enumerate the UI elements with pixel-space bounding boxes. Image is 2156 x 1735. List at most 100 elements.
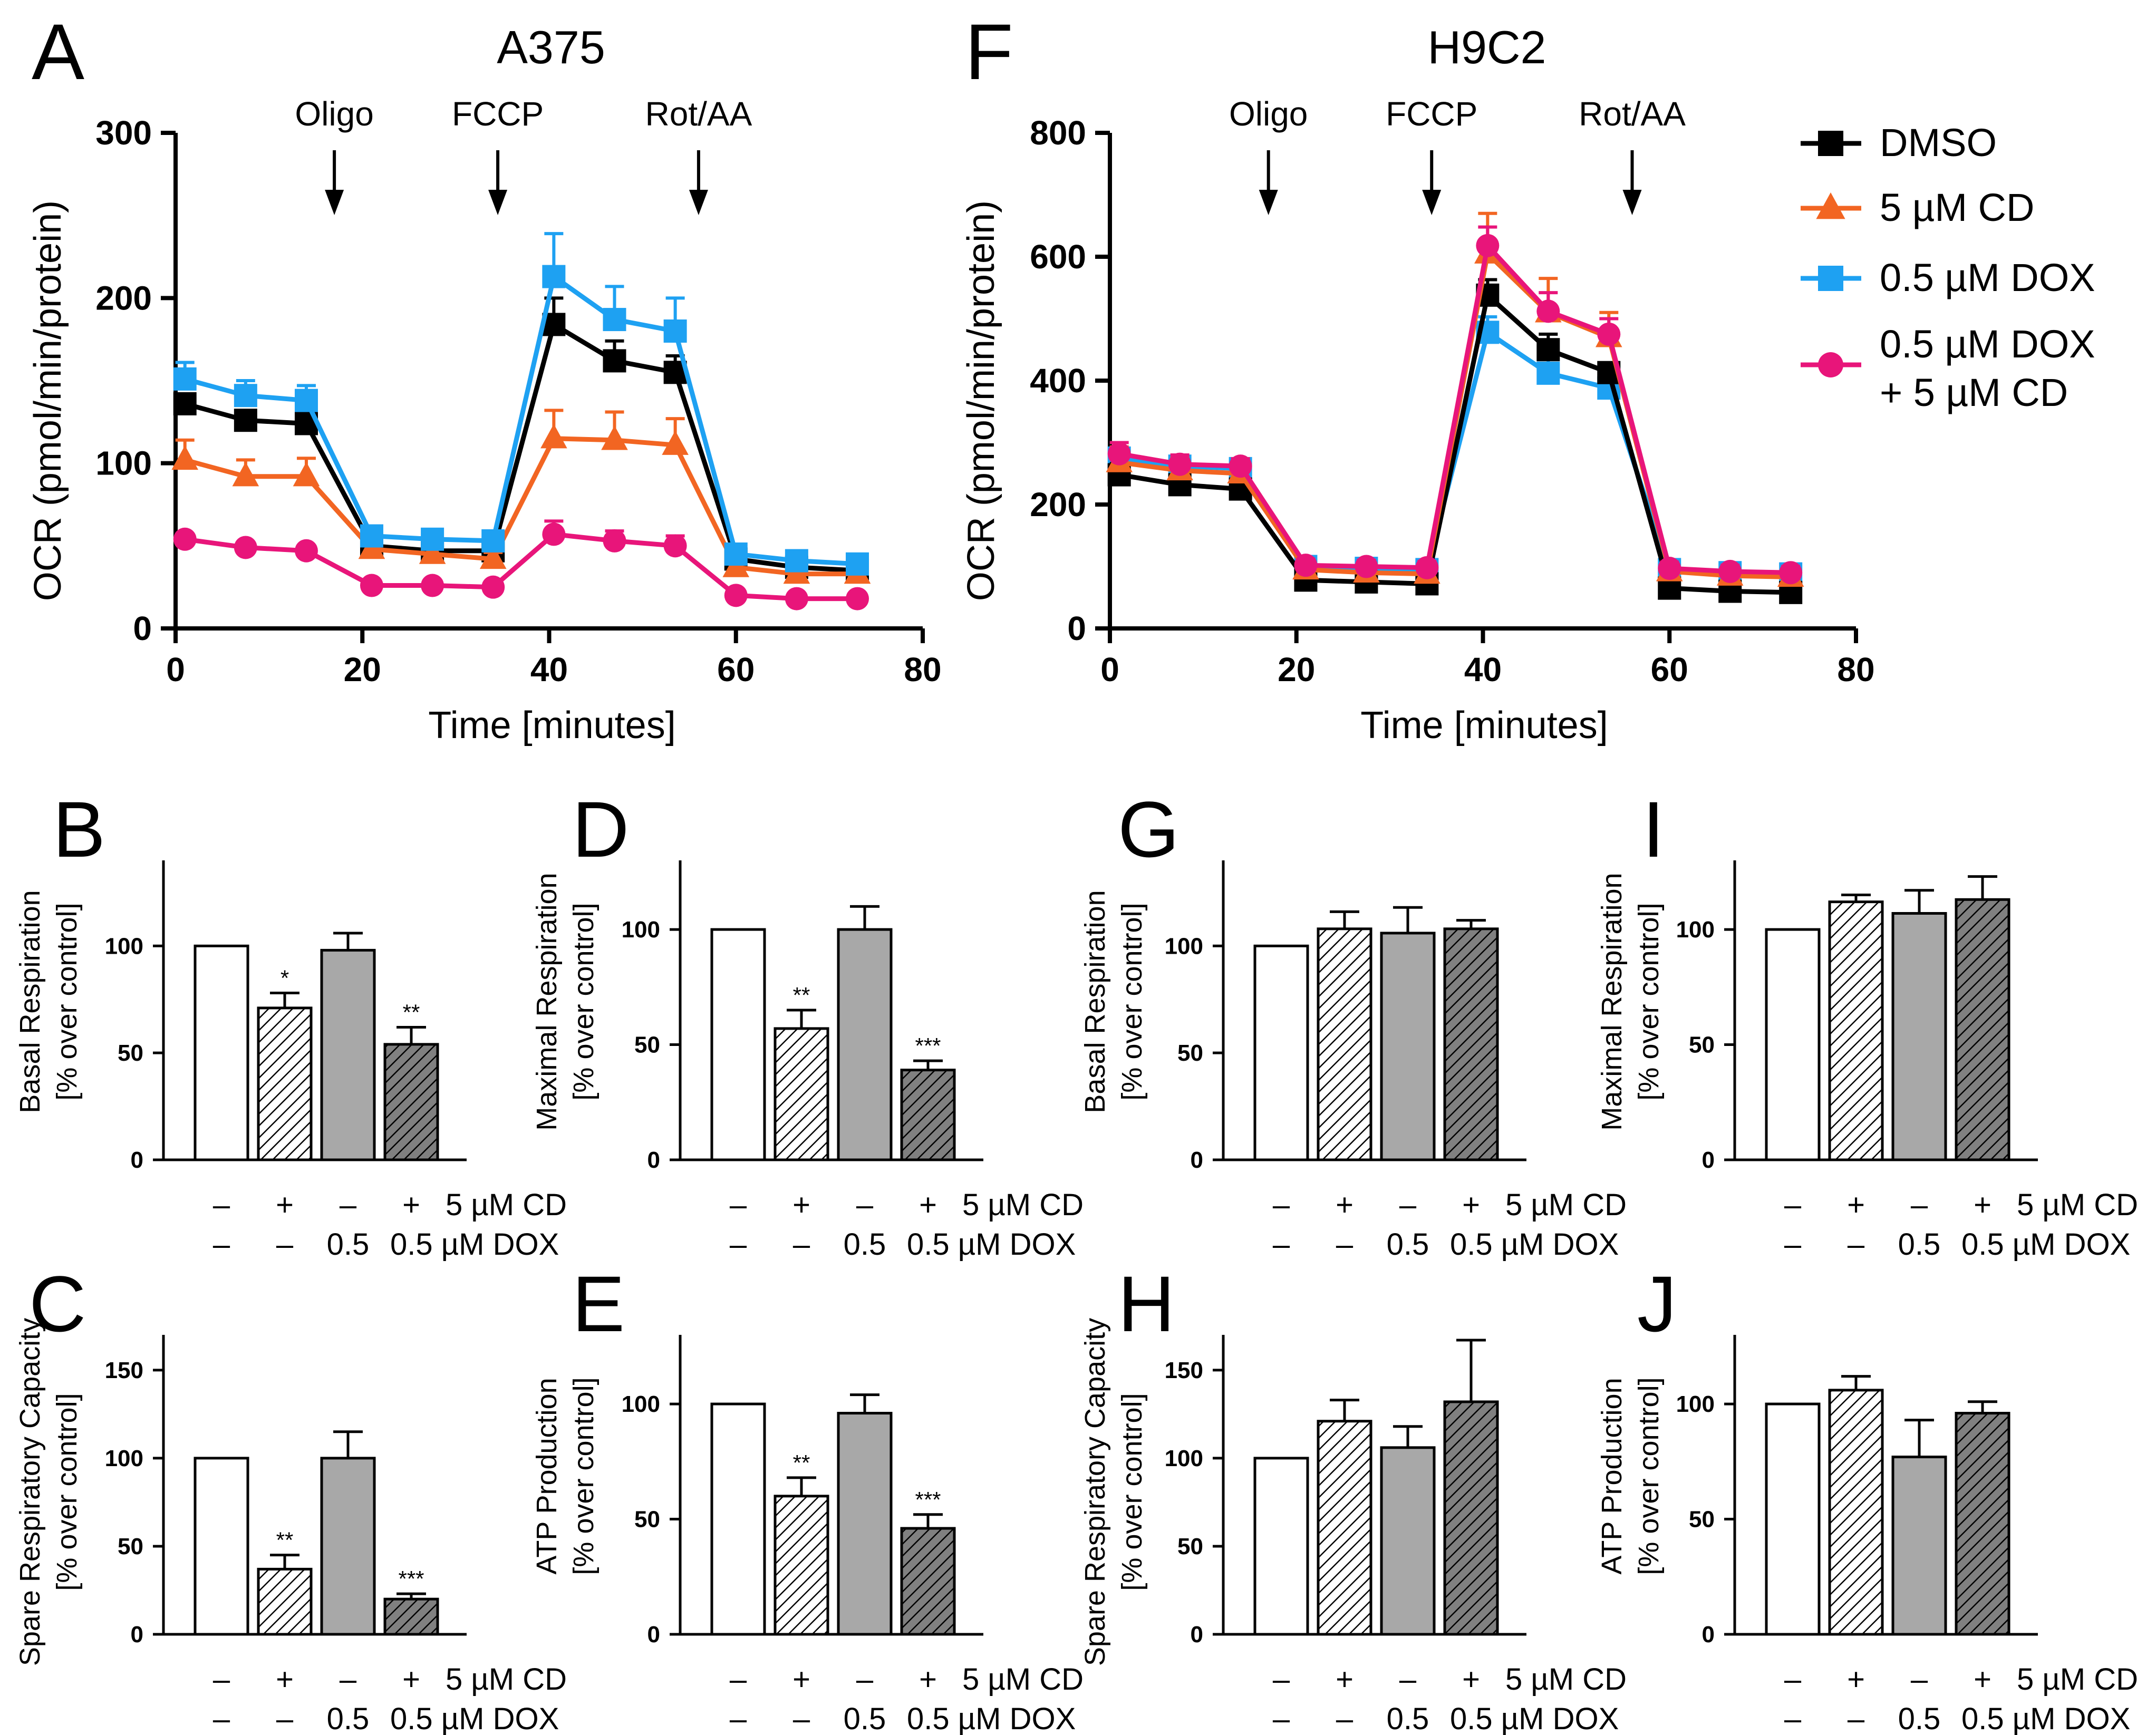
data-point <box>294 539 318 563</box>
data-point <box>663 319 687 343</box>
panel-d-bar-chart: D Maximal Respiration [% over control] 0… <box>531 785 1084 1262</box>
legend-marker-shape <box>1818 266 1843 291</box>
dox-row-unit: µM DOX <box>1493 1702 1619 1735</box>
dox-row-unit: µM DOX <box>433 1227 559 1262</box>
significance-label: *** <box>915 1033 941 1058</box>
x-tick-label: 40 <box>1464 651 1502 689</box>
y-tick-label: 0 <box>1067 609 1086 647</box>
significance-label: ** <box>793 983 810 1007</box>
injection-label: Oligo <box>1229 95 1308 133</box>
y-tick-label: 0 <box>1702 1622 1715 1647</box>
y-tick-label: 100 <box>622 917 660 943</box>
bar <box>257 1567 313 1636</box>
y-tick-label: 100 <box>1165 1446 1203 1471</box>
dox-row-value: – <box>1336 1227 1353 1262</box>
series-line-doxcd <box>1118 243 1791 575</box>
legend-item-0-5um-dox: 0.5 µM DOX <box>1801 256 2095 299</box>
y-tick-label: 50 <box>1177 1534 1203 1559</box>
y-tick-label: 150 <box>1165 1358 1203 1383</box>
legend-marker-0-5um-dox <box>1818 266 1843 291</box>
y-tick-label: 100 <box>1165 933 1203 959</box>
x-tick-label: 60 <box>717 651 755 689</box>
data-point <box>603 529 626 553</box>
series-cd <box>1106 211 1804 587</box>
series-dox <box>173 232 869 576</box>
panel-i-bar-chart: I Maximal Respiration [% over control] 0… <box>1596 785 2138 1262</box>
cd-row-value: – <box>1911 1188 1928 1222</box>
data-point <box>542 522 566 546</box>
cd-row-value: + <box>1847 1662 1865 1697</box>
data-point <box>293 462 320 487</box>
y-axis-label: Spare Respiratory Capacity <box>14 1318 46 1666</box>
x-tick-label: 0 <box>166 651 185 689</box>
data-point <box>1536 299 1560 323</box>
y-tick-label: 50 <box>1689 1507 1715 1533</box>
bar <box>1317 927 1372 1161</box>
y-axis-label-unit: [% over control] <box>51 903 83 1100</box>
y-tick-label: 600 <box>1030 238 1086 276</box>
y-tick-label: 800 <box>1030 114 1086 152</box>
series-line-cd <box>184 436 857 577</box>
cd-row-value: – <box>1784 1188 1802 1222</box>
bar <box>1828 900 1884 1161</box>
panel-c-bar-chart: C Spare Respiratory Capacity [% over con… <box>14 1259 567 1735</box>
series-line-doxcd <box>185 531 857 602</box>
legend-item-5um-cd: 5 µM CD <box>1801 186 2034 229</box>
data-point <box>232 462 259 487</box>
panel-h-bar-chart: H Spare Respiratory Capacity [% over con… <box>1079 1259 1627 1735</box>
bar <box>1955 1412 2010 1636</box>
data-point <box>542 265 566 288</box>
legend: DMSO 5 µM CD 0.5 µM DOX 0.5 µM DOX + 5 µ… <box>1801 121 2095 414</box>
y-axis-label-unit: [% over control] <box>51 1393 83 1591</box>
x-tick-label: 40 <box>530 651 568 689</box>
injection-label: FCCP <box>452 95 544 133</box>
cd-row-value: – <box>1784 1662 1802 1697</box>
dox-row-value: – <box>1848 1702 1865 1735</box>
y-axis-label: Basal Respiration <box>14 890 46 1113</box>
data-point <box>724 584 748 607</box>
dox-row-value: 0.5 <box>327 1227 370 1262</box>
data-point <box>724 542 748 566</box>
bar <box>900 1527 956 1636</box>
significance-label: * <box>281 966 289 991</box>
panel-a-marks: 0 100 200 300 0 20 40 60 80 Oligo FCCP Rot/AA <box>95 95 941 689</box>
panel-letter-a: A <box>32 7 84 96</box>
data-point <box>601 425 628 450</box>
panel-letter-g: G <box>1118 785 1179 874</box>
dox-row-label: 0.5 µM DOX <box>390 1227 559 1262</box>
dox-row-unit: µM DOX <box>1493 1227 1619 1262</box>
x-tick-label: 0 <box>1100 651 1119 689</box>
data-point <box>662 430 689 455</box>
cd-row-label: 5 µM CD <box>962 1188 1084 1222</box>
cd-row-value: + <box>919 1662 937 1697</box>
y-tick-label: 0 <box>1191 1622 1203 1647</box>
dox-row-value: – <box>730 1227 747 1262</box>
panel-letter-h: H <box>1118 1259 1175 1348</box>
y-tick-label: 0 <box>647 1147 660 1173</box>
x-tick-label: 20 <box>344 651 381 689</box>
cd-row-value: + <box>276 1662 294 1697</box>
data-point <box>360 574 383 597</box>
cd-row-value: + <box>402 1662 420 1697</box>
y-tick-label: 50 <box>118 1040 143 1066</box>
data-point <box>234 384 257 408</box>
bar <box>710 1402 766 1636</box>
dox-row-unit: µM DOX <box>950 1227 1076 1262</box>
bar <box>320 948 376 1161</box>
legend-marker-shape <box>1818 352 1843 377</box>
series-doxcd <box>1107 225 1803 585</box>
bar <box>1828 1389 1884 1636</box>
legend-marker-5um-cd <box>1816 192 1845 219</box>
data-point <box>1597 322 1621 346</box>
bar <box>320 1457 376 1636</box>
y-axis-label: Maximal Respiration <box>1596 873 1628 1130</box>
dox-row-unit: µM DOX <box>2004 1702 2131 1735</box>
dox-row-value: – <box>1336 1702 1353 1735</box>
data-point <box>1536 361 1560 385</box>
data-point <box>360 524 383 548</box>
significance-label: ** <box>403 1000 420 1024</box>
